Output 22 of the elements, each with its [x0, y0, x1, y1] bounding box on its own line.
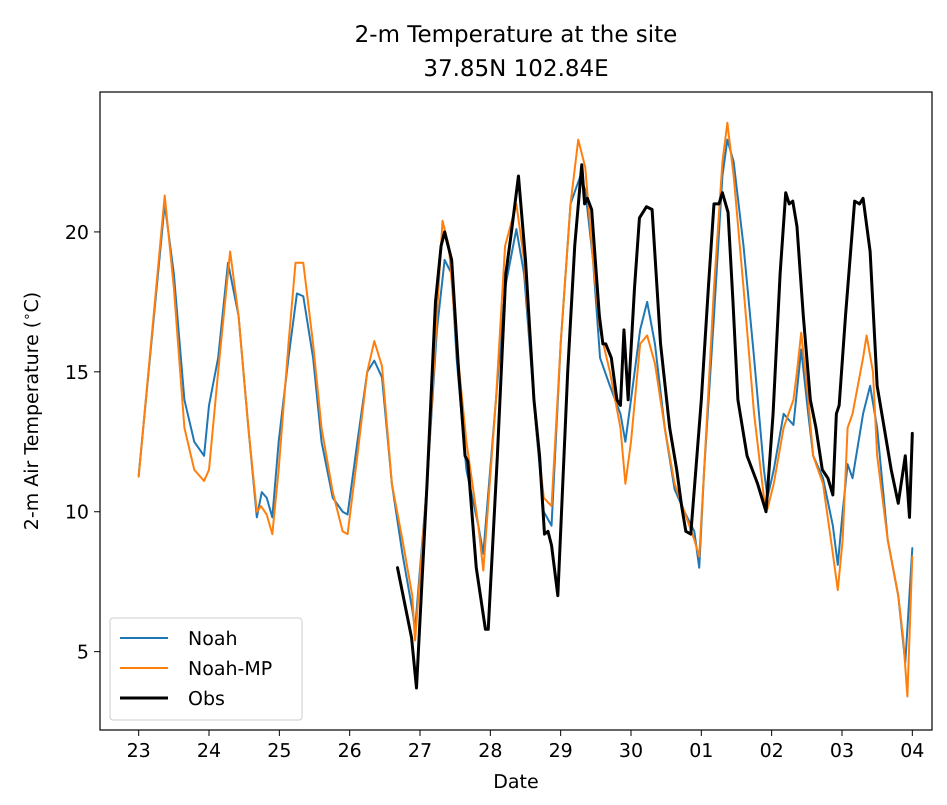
x-tick-label: 29	[548, 740, 573, 762]
legend-label: Noah-MP	[188, 658, 272, 680]
chart-title: 2-m Temperature at the site	[354, 22, 678, 48]
x-tick-label: 01	[689, 740, 714, 762]
x-tick-label: 27	[408, 740, 432, 762]
x-tick-label: 03	[830, 740, 854, 762]
x-tick-label: 23	[126, 740, 151, 762]
x-tick-label: 24	[196, 740, 222, 762]
x-tick-label: 26	[338, 740, 362, 762]
x-tick-label: 28	[478, 740, 502, 762]
legend-label: Noah	[188, 628, 238, 650]
y-tick-label: 10	[64, 502, 89, 524]
y-tick-label: 5	[76, 642, 89, 664]
y-tick-label: 20	[64, 222, 89, 244]
x-tick-label: 02	[760, 740, 784, 762]
chart-subtitle: 37.85N 102.84E	[423, 56, 609, 82]
x-tick-label: 30	[618, 740, 644, 762]
x-axis-title: Date	[493, 771, 539, 793]
x-tick-label: 25	[267, 740, 292, 762]
y-tick-label: 15	[64, 362, 89, 384]
x-tick-label: 04	[900, 740, 924, 762]
legend-label: Obs	[188, 688, 225, 710]
